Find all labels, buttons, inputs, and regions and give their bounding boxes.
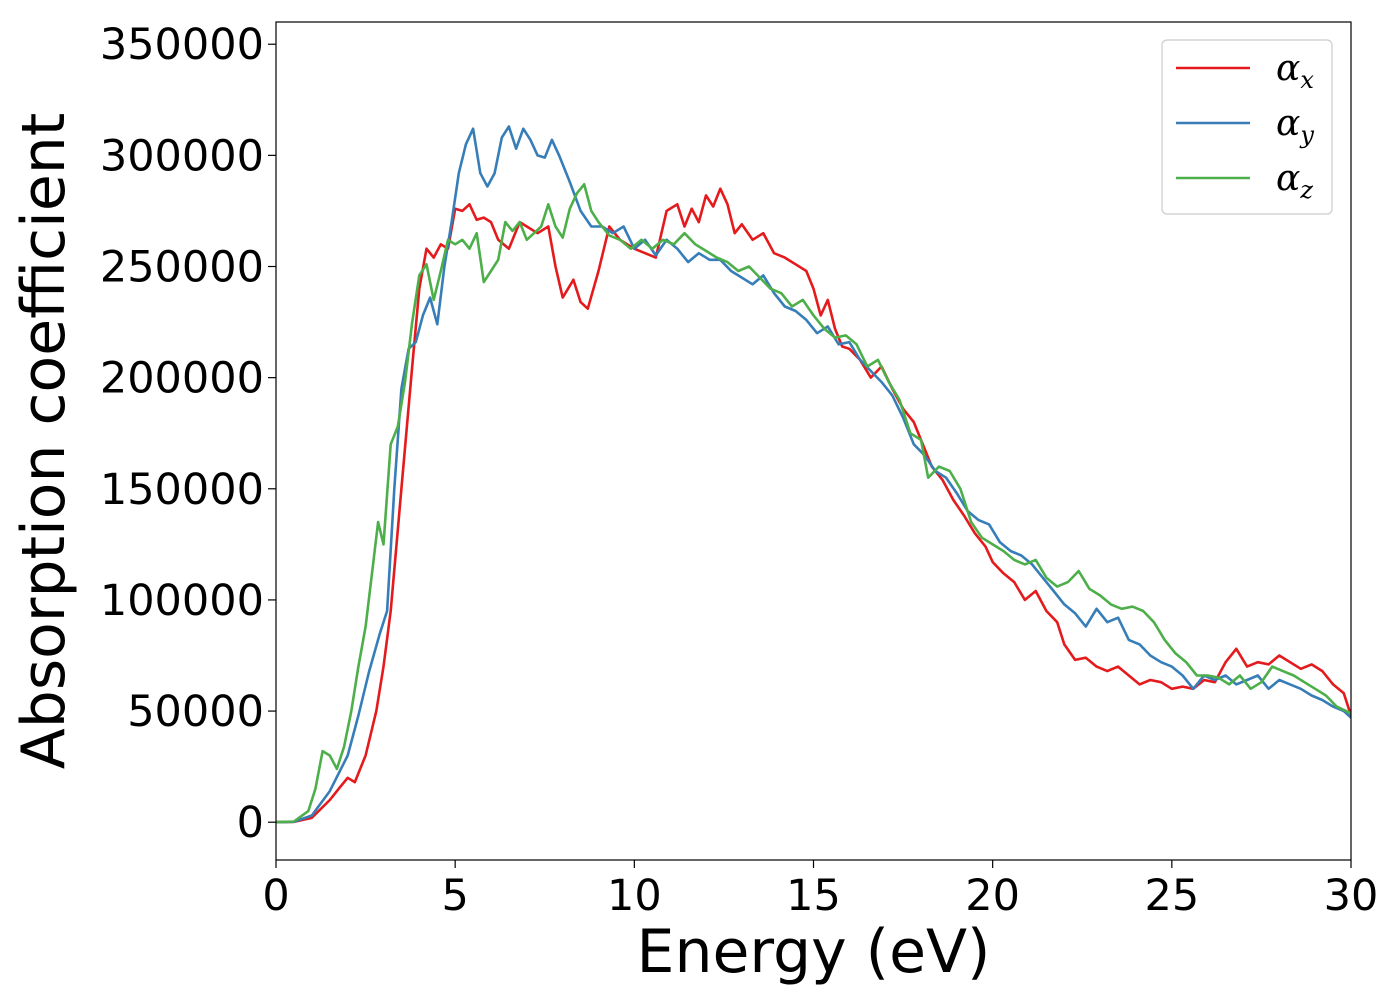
y-tick-label: 50000 <box>127 687 264 737</box>
y-tick-label: 200000 <box>100 354 264 404</box>
legend: αx αy αz <box>1161 39 1333 215</box>
legend-box <box>1161 39 1333 215</box>
x-tick-label: 10 <box>607 871 662 921</box>
y-tick-label: 150000 <box>100 465 264 515</box>
series-line-x <box>276 187 1351 824</box>
x-axis-label: Energy (eV) <box>637 917 991 987</box>
plot-area <box>276 125 1351 824</box>
series-line-z <box>276 183 1351 824</box>
y-tick-label: 350000 <box>100 20 264 70</box>
x-tick-label: 20 <box>965 871 1020 921</box>
y-tick-label: 0 <box>237 798 264 848</box>
series-line-y <box>276 125 1351 824</box>
y-tick-label: 100000 <box>100 576 264 626</box>
legend-label-x: αx <box>1276 48 1314 94</box>
x-tick-label: 30 <box>1324 871 1379 921</box>
legend-label-z: αz <box>1276 158 1313 204</box>
x-tick-label: 0 <box>262 871 289 921</box>
axes: 0 5 10 15 20 25 30 0 50000 100000 150000 200000 2500… <box>100 20 1379 921</box>
y-tick-label: 250000 <box>100 243 264 293</box>
y-tick-label: 300000 <box>100 131 264 181</box>
x-tick-label: 5 <box>441 871 468 921</box>
x-tick-label: 15 <box>786 871 841 921</box>
x-tick-label: 25 <box>1144 871 1199 921</box>
legend-label-y: αy <box>1276 103 1314 149</box>
y-axis-label: Absorption coefficient <box>9 113 79 770</box>
